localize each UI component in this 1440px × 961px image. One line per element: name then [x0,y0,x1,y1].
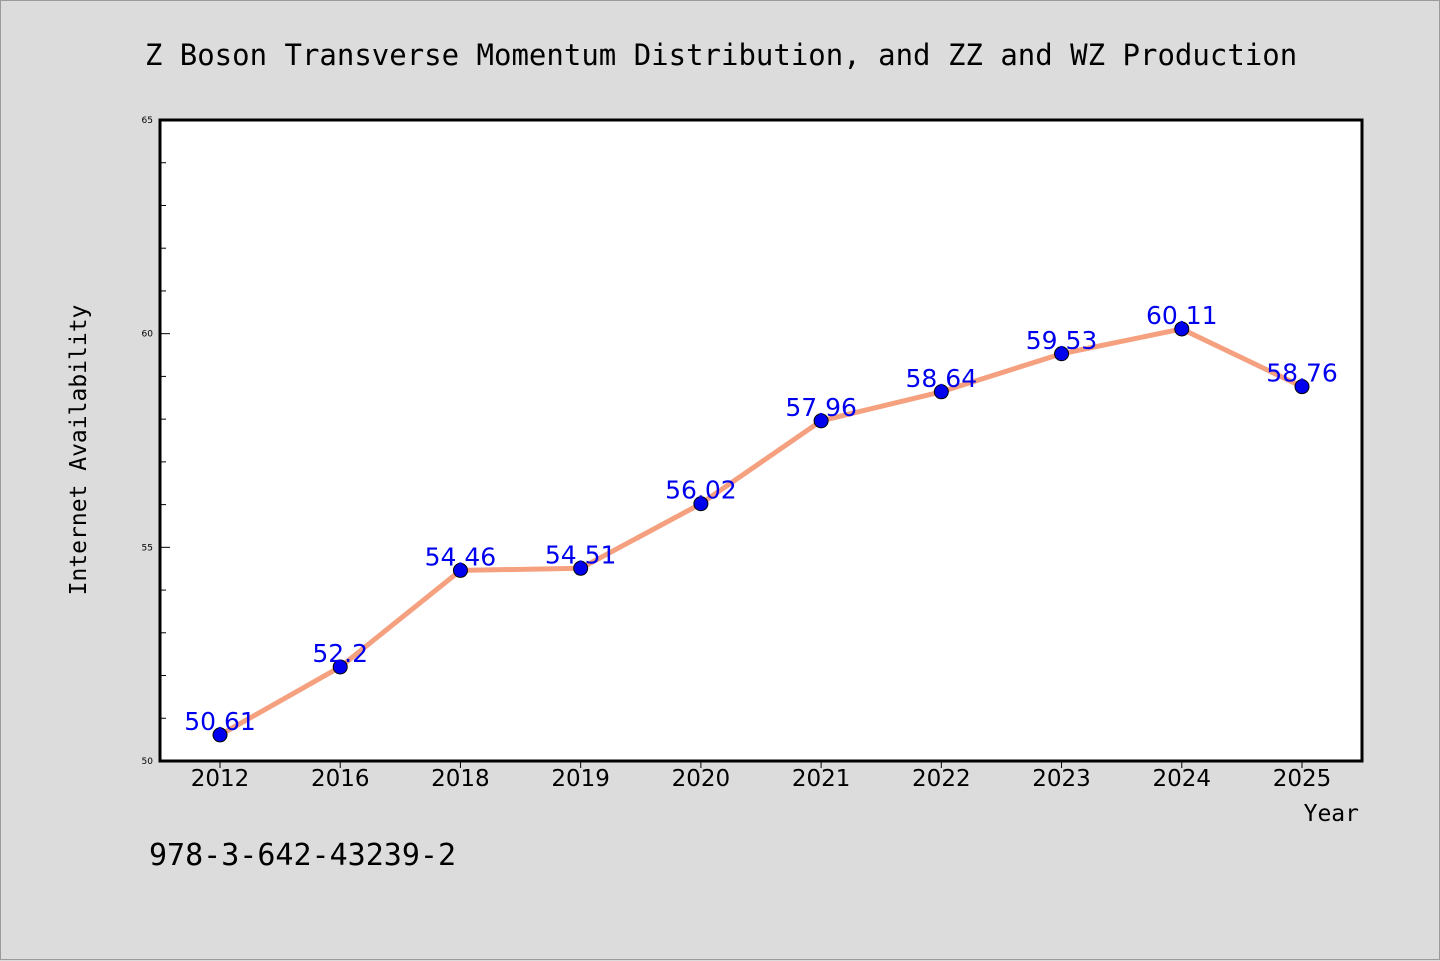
data-point [332,659,348,675]
data-point [452,562,468,578]
data-point [1174,321,1190,337]
footnote-id: 978-3-642-43239-2 [149,838,456,873]
data-label: 60.11 [1146,301,1218,330]
x-tick-label: 2023 [1032,766,1091,792]
y-tick-label: 50 [142,757,154,767]
x-tick-label: 2012 [191,766,250,792]
data-label: 58.76 [1266,359,1338,388]
y-axis-label: Internet Availability [66,305,92,596]
data-label: 52.2 [312,639,368,668]
data-point [813,413,829,429]
series-line [217,326,1305,738]
data-point [1054,346,1070,362]
x-axis-label: Year [1304,801,1359,827]
x-tick-label: 2020 [672,766,731,792]
data-label: 54.51 [545,540,617,569]
plot-area [158,118,1364,763]
data-label: 59.53 [1026,326,1098,355]
x-tick-label: 2021 [792,766,851,792]
data-point [933,384,949,400]
data-point [1294,379,1310,395]
data-label: 50.61 [184,707,256,736]
data-label: 57.96 [785,393,857,422]
data-point [693,496,709,512]
x-tick-label: 2025 [1273,766,1332,792]
x-tick-label: 2022 [912,766,971,792]
data-point [573,560,589,576]
x-tick-label: 2024 [1153,766,1212,792]
data-label: 58.64 [906,364,978,393]
y-tick-label: 55 [142,543,153,553]
x-tick-label: 2019 [551,766,610,792]
x-tick-label: 2016 [311,766,370,792]
y-tick-label: 65 [142,116,153,126]
data-label: 56.02 [665,476,737,505]
chart-title: Z Boson Transverse Momentum Distribution… [145,38,1297,72]
data-label: 54.46 [425,542,497,571]
x-axis: 2012 2016 2018 2019 2020 2021 2022 2023 2024 2025 [191,761,1332,792]
series-group: 50.61 52.2 54.46 54.51 56.02 57.96 58.64 59.53 6… [184,301,1338,743]
x-tick-label: 2018 [431,766,490,792]
y-tick-label: 60 [142,330,154,340]
y-axis: 50 55 60 65 [142,116,170,767]
data-point [212,727,228,743]
